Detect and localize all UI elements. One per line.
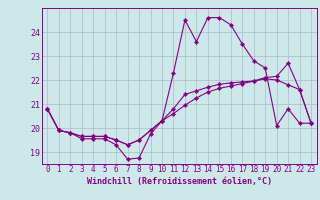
X-axis label: Windchill (Refroidissement éolien,°C): Windchill (Refroidissement éolien,°C) [87, 177, 272, 186]
